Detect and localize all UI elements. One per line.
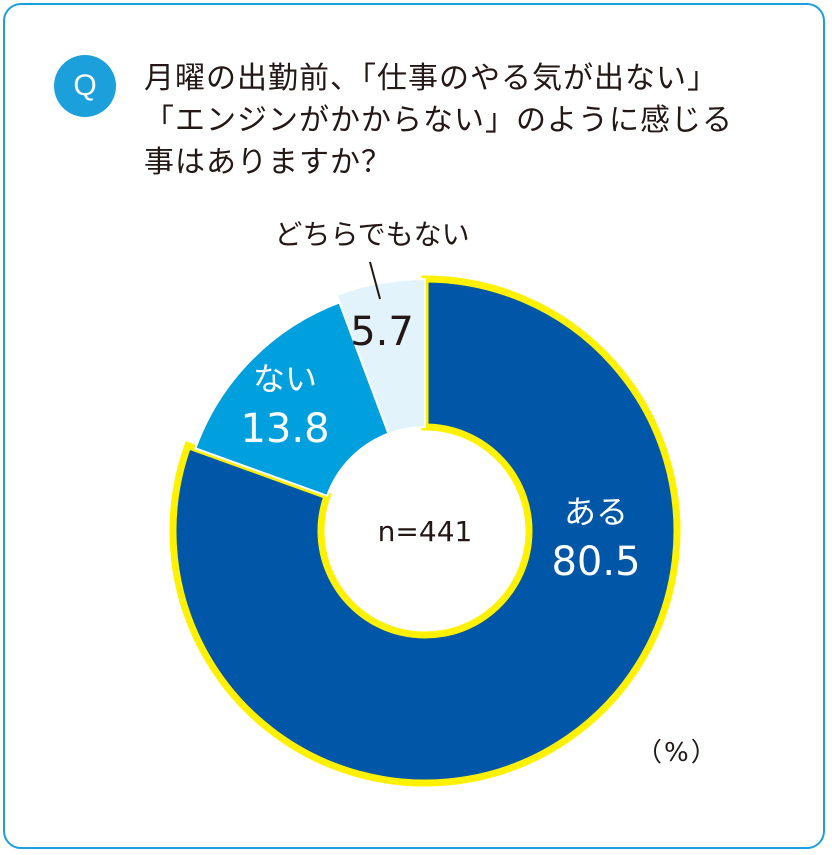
slice-value-2: 13.8: [240, 406, 329, 452]
slice-value-3: 5.7: [350, 309, 414, 355]
center-label: n=441: [378, 515, 473, 548]
slice-value-1: 80.5: [551, 539, 640, 585]
leader-line-3: [369, 261, 381, 300]
slice-2: [194, 301, 390, 498]
slice-1: [169, 275, 681, 787]
question-text: 月曜の出勤前、「仕事のやる気が出ない」 「エンジンがかからない」のように感じる …: [144, 58, 784, 184]
question-line-2: 「エンジンがかからない」のように感じる: [144, 103, 733, 138]
slice-label-1: ある: [564, 493, 628, 531]
slice-label-3: どちらでもない: [274, 218, 469, 251]
slice-label-2: ない: [253, 360, 317, 398]
unit-label: （%）: [636, 738, 719, 768]
question-line-3: 事はありますか？: [144, 145, 392, 180]
question-line-1: 月曜の出勤前、「仕事のやる気が出ない」: [144, 61, 718, 96]
slice-3: [335, 277, 426, 435]
question-badge: Q: [54, 55, 116, 117]
